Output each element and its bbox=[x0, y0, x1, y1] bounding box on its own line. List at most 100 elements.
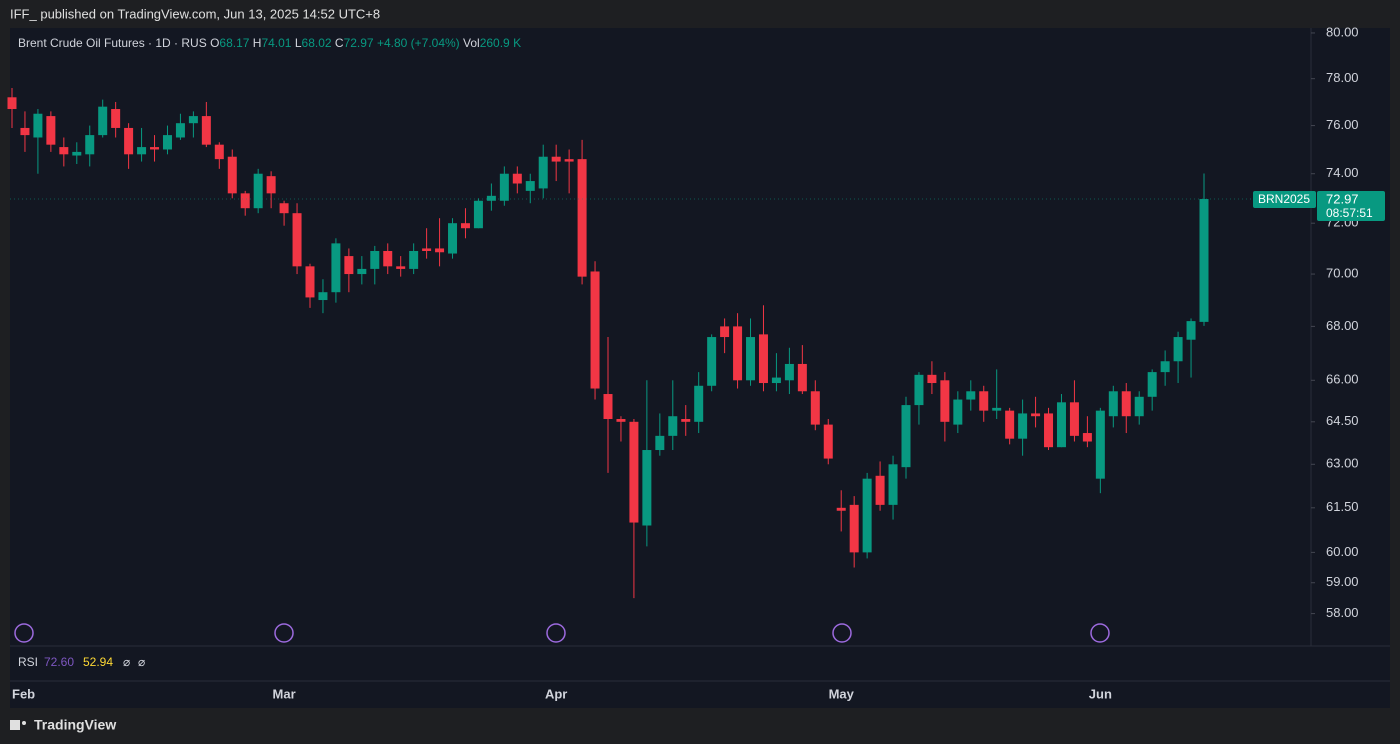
candle-body bbox=[46, 116, 56, 145]
candle-body bbox=[1018, 413, 1028, 439]
candle-body bbox=[784, 363, 794, 381]
candle-body bbox=[979, 391, 989, 411]
candle-body bbox=[577, 159, 587, 277]
candle-body bbox=[85, 135, 95, 155]
candle-body bbox=[953, 399, 963, 425]
candle-body bbox=[266, 176, 276, 194]
event-icon[interactable] bbox=[832, 623, 852, 643]
candle-body bbox=[72, 151, 82, 156]
candle-body bbox=[590, 271, 600, 389]
y-tick-label: 66.00 bbox=[1326, 372, 1359, 387]
y-tick-label: 64.50 bbox=[1326, 413, 1359, 428]
candle-body bbox=[1186, 321, 1196, 340]
candle-body bbox=[992, 407, 1002, 411]
candle-body bbox=[227, 156, 237, 194]
candle-body bbox=[1147, 372, 1157, 397]
candles bbox=[7, 87, 1209, 599]
candle-body bbox=[927, 374, 937, 384]
candle-body bbox=[720, 326, 730, 338]
candle-body bbox=[1134, 396, 1144, 417]
candle-body bbox=[20, 127, 30, 136]
symbol-tag bbox=[1253, 191, 1316, 209]
candle-body bbox=[1199, 199, 1209, 322]
candle-body bbox=[940, 380, 950, 422]
candle-body bbox=[1056, 402, 1066, 448]
candle-body bbox=[1044, 413, 1054, 448]
candle-body bbox=[473, 200, 483, 229]
candle-body bbox=[357, 268, 367, 275]
y-tick-label: 61.50 bbox=[1326, 499, 1359, 514]
candle-body bbox=[499, 173, 509, 201]
candle-body bbox=[914, 374, 924, 406]
rsi-extra: ⌀ bbox=[138, 655, 145, 669]
candle-body bbox=[111, 109, 121, 128]
y-tick-label: 74.00 bbox=[1326, 165, 1359, 180]
candle-body bbox=[655, 435, 665, 451]
candle-body bbox=[810, 391, 820, 425]
candle-body bbox=[396, 266, 406, 269]
candle-body bbox=[603, 394, 613, 420]
candle-body bbox=[525, 181, 535, 191]
candle-body bbox=[435, 248, 445, 253]
y-tick-label: 58.00 bbox=[1326, 605, 1359, 620]
candle-body bbox=[240, 193, 250, 209]
candle-body bbox=[486, 195, 496, 201]
ohlc-value: 72.97 bbox=[343, 36, 374, 50]
candle-body bbox=[305, 266, 315, 298]
y-tick-label: 70.00 bbox=[1326, 265, 1359, 280]
candle-body bbox=[797, 363, 807, 392]
candle-body bbox=[214, 144, 224, 160]
event-icon[interactable] bbox=[1090, 623, 1110, 643]
candle-body bbox=[409, 250, 419, 269]
candle-body bbox=[564, 159, 574, 162]
y-tick-label: 68.00 bbox=[1326, 318, 1359, 333]
candle-body bbox=[875, 475, 885, 505]
candle-body bbox=[1082, 433, 1092, 442]
candle-body bbox=[538, 156, 548, 189]
candle-body bbox=[318, 292, 328, 301]
candle-body bbox=[733, 326, 743, 381]
rsi-label: RSI bbox=[18, 655, 38, 669]
ohlc-key: O bbox=[210, 36, 220, 50]
candle-body bbox=[512, 173, 522, 184]
event-icon[interactable] bbox=[14, 623, 34, 643]
candle-body bbox=[707, 337, 717, 386]
x-tick-label: May bbox=[829, 686, 855, 701]
candle-body bbox=[279, 203, 289, 214]
logo-mark bbox=[22, 721, 26, 725]
candle-body bbox=[901, 405, 911, 468]
candle-body bbox=[383, 250, 393, 267]
event-icon[interactable] bbox=[546, 623, 566, 643]
candle-body bbox=[98, 106, 108, 136]
header-text: IFF_ published on TradingView.com, Jun 1… bbox=[10, 6, 380, 21]
candle-body bbox=[448, 223, 458, 254]
candle-body bbox=[33, 113, 43, 138]
candle-body bbox=[1031, 413, 1041, 417]
footer-brand: TradingView bbox=[34, 717, 116, 733]
footer-logo: TradingView bbox=[10, 717, 116, 733]
candle-body bbox=[253, 173, 263, 209]
chart-pane bbox=[10, 28, 1390, 708]
ohlc-value: 68.02 bbox=[301, 36, 332, 50]
candle-body bbox=[551, 156, 561, 162]
candle-body bbox=[1005, 410, 1015, 439]
candle-body bbox=[668, 416, 678, 436]
candle-body bbox=[137, 147, 147, 155]
event-icon[interactable] bbox=[274, 623, 294, 643]
ohlc-key: C bbox=[334, 36, 344, 50]
candle-body bbox=[1095, 410, 1105, 479]
y-tick-label: 60.00 bbox=[1326, 544, 1359, 559]
candle-body bbox=[616, 419, 626, 422]
symbol-tag-text: BRN2025 bbox=[1258, 192, 1310, 206]
candle-body bbox=[1121, 391, 1131, 417]
candle-body bbox=[344, 256, 354, 275]
ohlc-value: 74.01 bbox=[261, 36, 292, 50]
x-tick-label: Apr bbox=[545, 686, 567, 701]
price-tag-countdown: 08:57:51 bbox=[1326, 206, 1373, 220]
candle-body bbox=[175, 123, 185, 138]
rsi-extra: ⌀ bbox=[123, 655, 130, 669]
candle-body bbox=[849, 504, 859, 553]
x-tick-label: Jun bbox=[1089, 686, 1112, 701]
y-tick-label: 76.00 bbox=[1326, 117, 1359, 132]
